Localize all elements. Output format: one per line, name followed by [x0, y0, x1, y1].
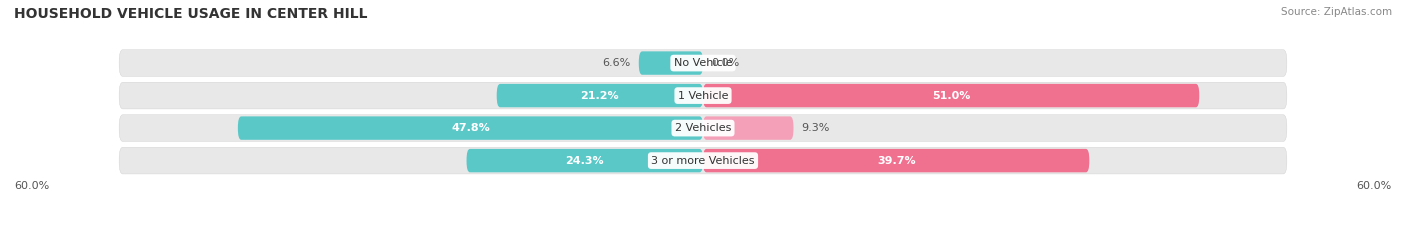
- FancyBboxPatch shape: [238, 116, 703, 140]
- FancyBboxPatch shape: [120, 82, 1286, 109]
- Text: 47.8%: 47.8%: [451, 123, 489, 133]
- FancyBboxPatch shape: [467, 149, 703, 172]
- Text: 3 or more Vehicles: 3 or more Vehicles: [651, 156, 755, 166]
- Text: 2 Vehicles: 2 Vehicles: [675, 123, 731, 133]
- Text: 51.0%: 51.0%: [932, 91, 970, 101]
- FancyBboxPatch shape: [496, 84, 703, 107]
- FancyBboxPatch shape: [120, 115, 1286, 141]
- Text: 24.3%: 24.3%: [565, 156, 605, 166]
- Text: 9.3%: 9.3%: [801, 123, 830, 133]
- FancyBboxPatch shape: [703, 116, 793, 140]
- Text: 1 Vehicle: 1 Vehicle: [678, 91, 728, 101]
- Text: 6.6%: 6.6%: [603, 58, 631, 68]
- Text: No Vehicle: No Vehicle: [673, 58, 733, 68]
- Text: 39.7%: 39.7%: [877, 156, 915, 166]
- Text: 60.0%: 60.0%: [14, 181, 49, 191]
- Text: 21.2%: 21.2%: [581, 91, 619, 101]
- FancyBboxPatch shape: [120, 147, 1286, 174]
- Text: 0.0%: 0.0%: [711, 58, 740, 68]
- FancyBboxPatch shape: [638, 51, 703, 75]
- FancyBboxPatch shape: [120, 50, 1286, 76]
- Text: 60.0%: 60.0%: [1357, 181, 1392, 191]
- Text: HOUSEHOLD VEHICLE USAGE IN CENTER HILL: HOUSEHOLD VEHICLE USAGE IN CENTER HILL: [14, 7, 367, 21]
- FancyBboxPatch shape: [703, 149, 1090, 172]
- FancyBboxPatch shape: [703, 84, 1199, 107]
- Text: Source: ZipAtlas.com: Source: ZipAtlas.com: [1281, 7, 1392, 17]
